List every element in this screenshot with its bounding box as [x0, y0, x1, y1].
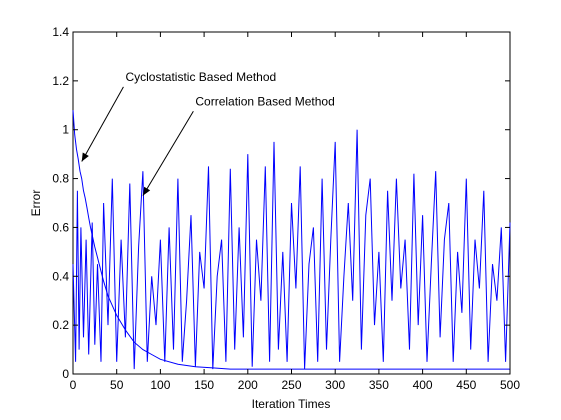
x-tick-label: 500	[500, 378, 520, 392]
x-tick-label: 300	[325, 378, 345, 392]
x-tick-label: 100	[150, 378, 170, 392]
x-tick-label: 150	[194, 378, 214, 392]
series-line-1	[72, 110, 510, 370]
ticks-layer: 0 50 100 150 200 250 300 350 400 450 500 0 0.2 0.4 0.6…	[52, 25, 520, 392]
series-line-2	[72, 129, 511, 370]
x-tick-label: 400	[413, 378, 433, 392]
x-axis-label: Iteration Times	[252, 397, 331, 411]
x-tick-label: 350	[369, 378, 389, 392]
x-tick-label: 450	[456, 378, 476, 392]
y-axis-label: Error	[29, 190, 43, 217]
y-tick-label: 0.6	[52, 220, 69, 234]
annotation-layer: Cyclostatistic Based Method Correlation B…	[81, 70, 335, 196]
y-tick-label: 0.8	[52, 172, 69, 186]
y-tick-label: 0.4	[52, 269, 69, 283]
annotation-label-2: Correlation Based Method	[195, 94, 334, 108]
annotation-arrow-2	[142, 111, 194, 196]
y-tick-label: 0.2	[52, 318, 69, 332]
annotation-label-1: Cyclostatistic Based Method	[125, 70, 276, 84]
annotation-arrow-1	[81, 86, 124, 162]
x-tick-label: 0	[70, 378, 77, 392]
y-tick-label: 1.4	[52, 25, 69, 39]
y-tick-label: 1.2	[52, 74, 69, 88]
y-tick-label: 0	[62, 367, 69, 381]
annotation-arrowhead-2	[142, 186, 151, 196]
series-layer	[72, 110, 511, 370]
x-tick-label: 50	[110, 378, 124, 392]
x-tick-label: 250	[281, 378, 301, 392]
y-tick-label: 1	[62, 123, 69, 137]
annotation-arrowhead-1	[81, 152, 89, 162]
x-tick-label: 200	[238, 378, 258, 392]
